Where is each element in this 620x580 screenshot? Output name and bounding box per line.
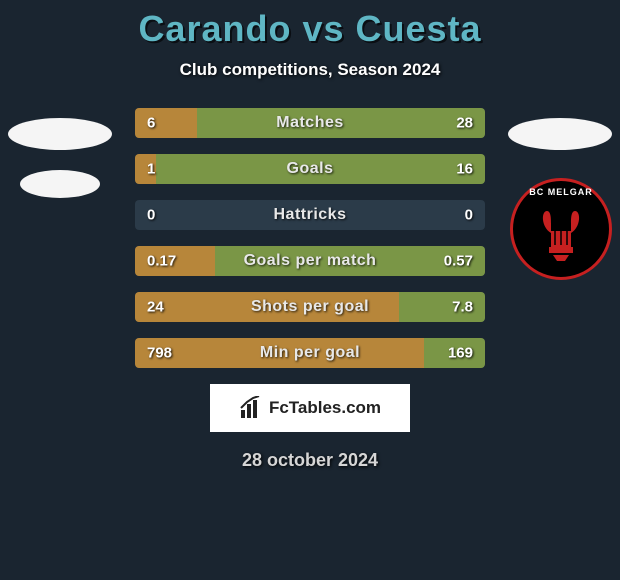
subtitle: Club competitions, Season 2024 [0, 60, 620, 80]
stat-value-left: 0 [147, 207, 155, 224]
stat-value-right: 7.8 [452, 299, 473, 316]
bars-logo-icon [239, 396, 263, 420]
stat-bar-left [135, 292, 399, 322]
stat-value-left: 1 [147, 161, 155, 178]
player-left-avatar [5, 118, 115, 198]
stat-row: 628Matches [135, 108, 485, 138]
brand-text: FcTables.com [269, 398, 381, 418]
stat-row: 0.170.57Goals per match [135, 246, 485, 276]
avatar-ellipse-icon [8, 118, 112, 150]
page-title: Carando vs Cuesta [0, 8, 620, 50]
stat-label: Hattricks [135, 206, 485, 224]
stat-bar-left [135, 108, 197, 138]
stat-value-right: 0 [465, 207, 473, 224]
stat-bar-right [197, 108, 485, 138]
stat-value-left: 0.17 [147, 253, 176, 270]
lyre-icon [537, 203, 585, 261]
avatar-ellipse-icon [508, 118, 612, 150]
stat-value-left: 6 [147, 115, 155, 132]
club-badge: BC MELGAR [510, 178, 612, 280]
avatar-ellipse-icon [20, 170, 100, 198]
stat-row: 0 0Hattricks [135, 200, 485, 230]
stat-value-right: 28 [456, 115, 473, 132]
brand-box: FcTables.com [210, 384, 410, 432]
stat-bar-left [135, 338, 424, 368]
stat-row: 798169Min per goal [135, 338, 485, 368]
player-right-avatar [505, 118, 615, 150]
stat-value-right: 0.57 [444, 253, 473, 270]
stat-row: 116Goals [135, 154, 485, 184]
date-label: 28 october 2024 [0, 450, 620, 471]
club-badge-text: BC MELGAR [513, 187, 609, 197]
stats-bars: 628Matches116Goals00Hattricks0.170.57Goa… [135, 108, 485, 368]
stat-value-left: 798 [147, 345, 172, 362]
infographic-root: Carando vs Cuesta Club competitions, Sea… [0, 0, 620, 580]
stat-bar-right [156, 154, 485, 184]
stat-value-left: 24 [147, 299, 164, 316]
stat-row: 247.8Shots per goal [135, 292, 485, 322]
stat-value-right: 169 [448, 345, 473, 362]
stat-value-right: 16 [456, 161, 473, 178]
